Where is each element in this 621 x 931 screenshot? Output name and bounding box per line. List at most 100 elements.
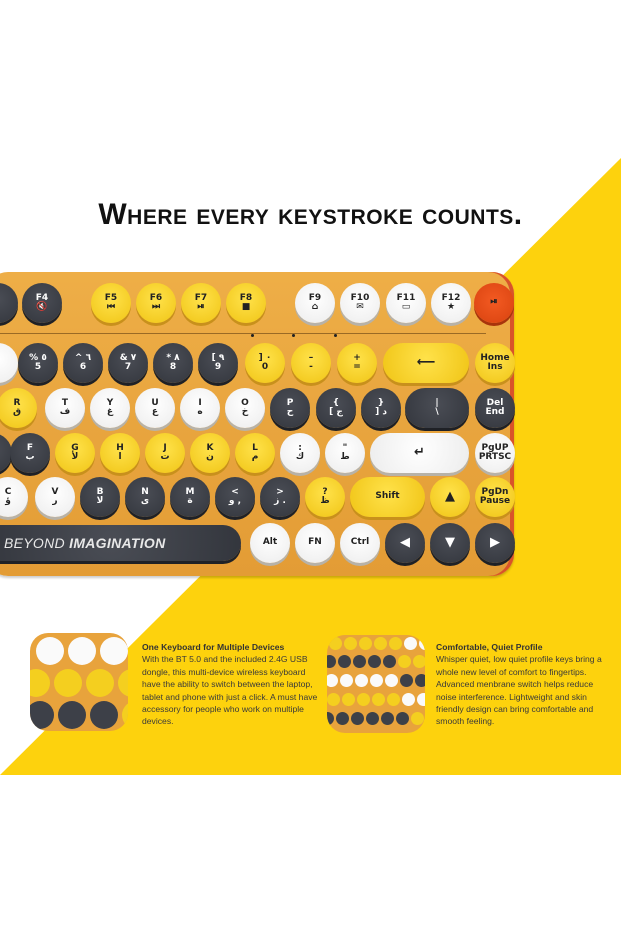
thumbnail-keycap — [383, 655, 396, 668]
key-label: N — [141, 486, 149, 497]
key-sublabel: م — [251, 452, 259, 462]
headline: Where every keystroke counts. — [98, 198, 523, 231]
key-label: G — [71, 442, 79, 453]
key-sublabel: Pause — [479, 496, 511, 506]
key-b[interactable]: B لا — [80, 477, 120, 517]
thumbnail-keycap — [338, 655, 351, 668]
key-f10[interactable]: F10 ✉ — [340, 283, 380, 323]
key-label: % ٥ — [29, 352, 47, 363]
thumbnail-keycap — [336, 712, 349, 725]
key-label: F11 — [396, 292, 416, 303]
key-sublabel: ⏯ — [197, 302, 205, 312]
key-home[interactable]: Home Ins — [475, 343, 515, 383]
key-sublabel: لا — [96, 496, 104, 506]
key-key-4-7[interactable]: ? ظ — [305, 477, 345, 517]
key-label: PgUP — [481, 442, 509, 453]
key-f6[interactable]: F6 ⏭ — [136, 283, 176, 323]
thumbnail-keycap — [351, 712, 364, 725]
key-f8[interactable]: F8 ■ — [226, 283, 266, 323]
play-pause-key[interactable]: ⏯ — [474, 283, 514, 323]
thumbnail-keycap — [402, 693, 415, 706]
arrow-right-icon: ▶ — [490, 535, 500, 551]
key-sublabel: ✉ — [356, 302, 364, 312]
thumbnail-keycap — [329, 637, 342, 650]
key-f4[interactable]: F4 🔇 — [22, 283, 62, 323]
key-sublabel: ت — [160, 452, 170, 462]
key-key-1-7[interactable]: – - — [291, 343, 331, 383]
arrow-down-icon: ▼ — [445, 535, 455, 551]
key-f11[interactable]: F11 ▭ — [386, 283, 426, 323]
key-label: K — [206, 442, 214, 453]
key-key-1-8[interactable]: + = — [337, 343, 377, 383]
key-label: J — [163, 442, 167, 453]
key-f12[interactable]: F12 ★ — [431, 283, 471, 323]
key-pgdn[interactable]: PgDn Pause — [475, 477, 515, 517]
key-sublabel: ▭ — [401, 302, 411, 312]
key-partial[interactable] — [0, 343, 18, 383]
key-label: Shift — [375, 491, 400, 502]
key-f7[interactable]: F7 ⏯ — [181, 283, 221, 323]
key-f9[interactable]: F9 ⌂ — [295, 283, 335, 323]
key-key-2-7[interactable]: {[ ج — [316, 388, 356, 428]
key-label: > — [276, 486, 284, 497]
key-partial[interactable] — [0, 433, 12, 473]
key-label: + — [353, 352, 361, 363]
key-sublabel: - — [309, 362, 313, 372]
key-label: [ ٩ — [211, 352, 225, 363]
thumbnail-quiet-keys — [327, 635, 425, 733]
key-key-2-8[interactable]: }] د — [361, 388, 401, 428]
thumbnail-keycap — [327, 674, 338, 687]
arrow-right-key[interactable]: ▶ — [475, 523, 515, 563]
key-partial[interactable] — [0, 283, 18, 323]
thumbnail-keycap — [30, 701, 54, 729]
key-key-4-6[interactable]: > ز . — [260, 477, 300, 517]
key-key-4-5[interactable]: < و , — [215, 477, 255, 517]
key-g[interactable]: G لأ — [55, 433, 95, 473]
backspace-arrow-key[interactable]: ⟵ — [383, 343, 469, 383]
key-key-3-7[interactable]: :ك — [280, 433, 320, 473]
key-shift[interactable]: Shift — [350, 477, 425, 517]
thumbnail-keycap — [342, 693, 355, 706]
thumbnail-keycap — [417, 693, 425, 706]
key-del[interactable]: Del End — [475, 388, 515, 428]
arrow-down-key[interactable]: ▼ — [430, 523, 470, 563]
key-label: { — [332, 397, 340, 408]
key-key-3-8[interactable]: " ط — [325, 433, 365, 473]
key-alt[interactable]: Alt — [250, 523, 290, 563]
key-ctrl[interactable]: Ctrl — [340, 523, 380, 563]
key-sublabel: 🔇 — [36, 302, 48, 312]
key-sublabel: غ — [106, 407, 114, 417]
arrow-up-key[interactable]: ▲ — [430, 477, 470, 517]
key-sublabel: ⌂ — [311, 302, 319, 312]
thumbnail-keycap — [368, 655, 381, 668]
key-f5[interactable]: F5 ⏮ — [91, 283, 131, 323]
key-label: H — [116, 442, 124, 453]
enter-arrow-key[interactable]: ↵ — [370, 433, 469, 473]
key-key-2-9[interactable]: | \ — [405, 388, 469, 428]
key-pgup[interactable]: PgUP PRTSC — [475, 433, 515, 473]
arrow-left-key[interactable]: ◀ — [385, 523, 425, 563]
thumbnail-keycap — [100, 637, 128, 665]
key-fn[interactable]: FN — [295, 523, 335, 563]
